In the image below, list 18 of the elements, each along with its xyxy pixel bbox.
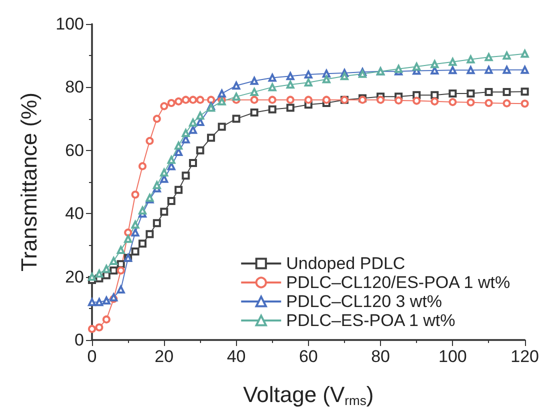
x-tick-label: 20 [154,347,174,366]
y-axis-title: Transmittance (%) [16,92,42,272]
x-tick-label: 0 [87,347,97,366]
x-tick-label: 120 [510,347,540,366]
x-tick-label: 40 [226,347,246,366]
legend-label: Undoped PDLC [286,254,406,273]
y-tick-label: 40 [65,204,84,224]
y-tick-label: 60 [65,140,84,160]
y-tick-label: 80 [65,78,84,97]
x-tick-label: 80 [371,347,390,366]
legend-label: PDLC–CL120/ES-POA 1 wt% [286,273,510,292]
y-tick-label: 0 [74,330,84,350]
x-tick-label: 60 [298,347,318,366]
y-tick-label: 20 [65,267,84,286]
legend-label: PDLC–ES-POA 1 wt% [286,311,456,330]
y-tick-label: 100 [56,14,84,34]
x-tick-label: 100 [438,347,467,366]
legend-label: PDLC–CL120 3 wt% [286,292,442,311]
